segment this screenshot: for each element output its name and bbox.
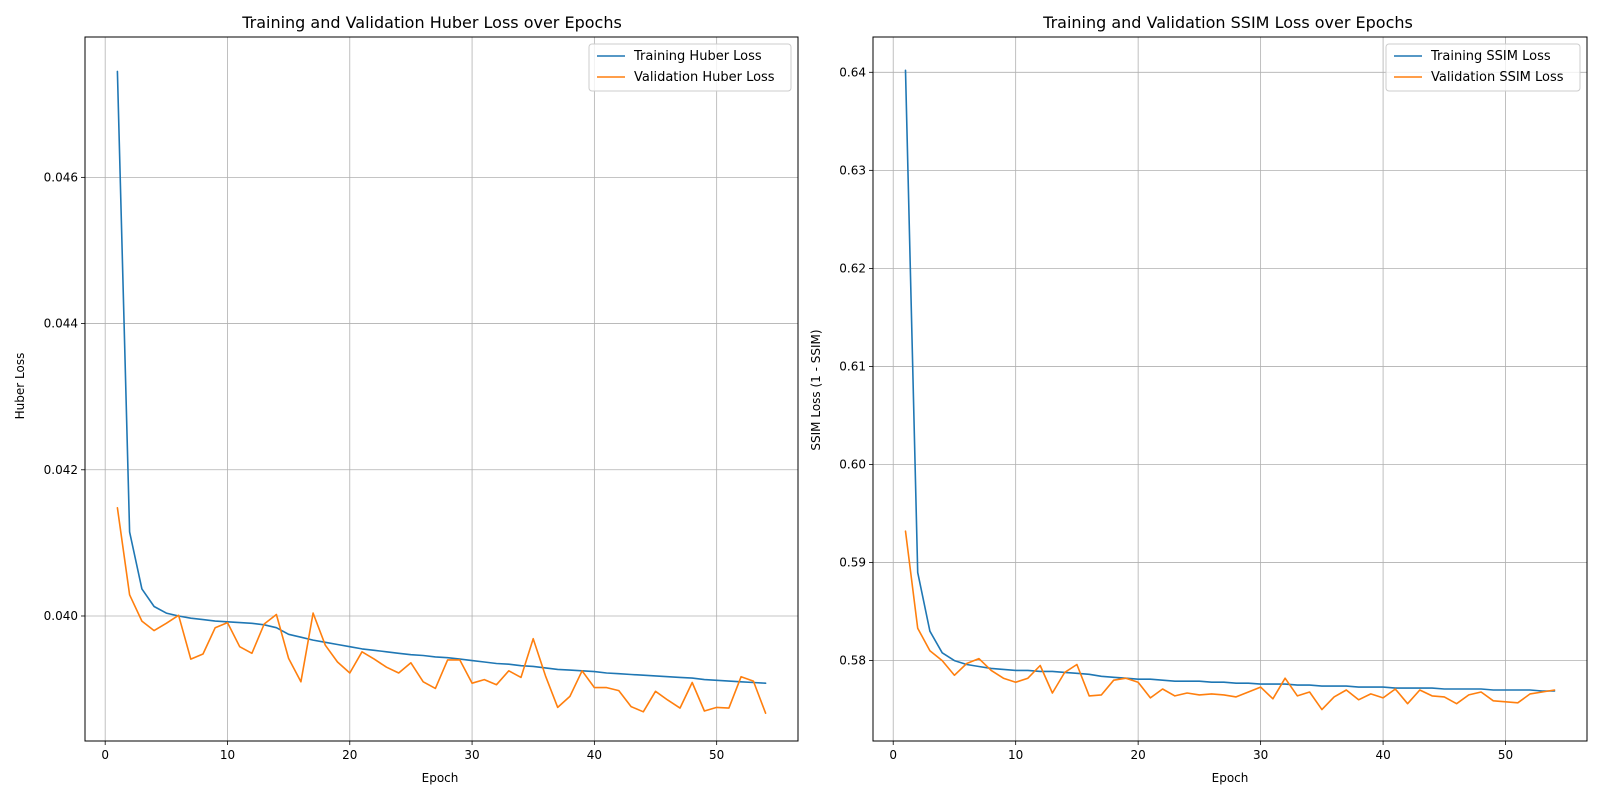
legend: Training Huber Loss Validation Huber Los… bbox=[588, 43, 792, 92]
validation-loss-line bbox=[904, 530, 1556, 711]
y-tick-label: 0.64 bbox=[839, 65, 866, 79]
legend-label-validation: Validation Huber Loss bbox=[634, 70, 775, 85]
x-tick-label: 40 bbox=[587, 748, 602, 762]
legend-label-training: Training Huber Loss bbox=[633, 49, 762, 64]
training-loss-line bbox=[116, 70, 767, 685]
x-tick-label: 30 bbox=[1253, 748, 1268, 762]
x-tick-label: 40 bbox=[1375, 748, 1390, 762]
validation-loss-line bbox=[116, 506, 767, 715]
training-loss-line bbox=[904, 69, 1556, 692]
grid bbox=[85, 37, 798, 741]
x-tick-label: 50 bbox=[1498, 748, 1513, 762]
y-tick-label: 0.044 bbox=[44, 317, 78, 331]
legend: Training SSIM Loss Validation SSIM Loss bbox=[1385, 43, 1581, 92]
series-layer bbox=[116, 70, 767, 715]
legend-label-validation: Validation SSIM Loss bbox=[1431, 70, 1564, 85]
grid bbox=[873, 37, 1587, 741]
chart-title: Training and Validation SSIM Loss over E… bbox=[1042, 13, 1413, 32]
y-tick-label: 0.040 bbox=[44, 609, 78, 623]
y-tick-label: 0.62 bbox=[839, 261, 866, 275]
huber-loss-chart: Training and Validation Huber Loss over … bbox=[13, 13, 799, 785]
x-tick-label: 0 bbox=[101, 748, 109, 762]
x-tick-label: 10 bbox=[220, 748, 235, 762]
legend-box bbox=[588, 43, 792, 92]
y-tick-label: 0.59 bbox=[839, 556, 866, 570]
x-tick-label: 20 bbox=[342, 748, 357, 762]
ssim-loss-chart: Training and Validation SSIM Loss over E… bbox=[809, 13, 1588, 785]
tick-layer: 0 10 20 30 40 50 0.58 0.59 0.60 0.61 0.62 0.63 0.64 bbox=[839, 65, 1513, 762]
x-tick-label: 50 bbox=[709, 748, 724, 762]
y-tick-label: 0.63 bbox=[839, 163, 866, 177]
x-tick-label: 0 bbox=[889, 748, 897, 762]
x-tick-label: 20 bbox=[1131, 748, 1146, 762]
legend-label-training: Training SSIM Loss bbox=[1430, 49, 1551, 64]
tick-layer: 0 10 20 30 40 50 0.040 0.042 0.044 0.046 bbox=[44, 170, 725, 762]
y-axis-label: SSIM Loss (1 - SSIM) bbox=[809, 329, 823, 450]
y-tick-label: 0.046 bbox=[44, 170, 78, 184]
x-axis-label: Epoch bbox=[1212, 771, 1249, 785]
plot-area-frame bbox=[84, 36, 799, 742]
y-tick-label: 0.60 bbox=[839, 457, 866, 471]
legend-box bbox=[1385, 43, 1581, 92]
x-axis-label: Epoch bbox=[422, 771, 459, 785]
y-axis-label: Huber Loss bbox=[13, 353, 27, 420]
series-layer bbox=[904, 69, 1556, 711]
y-tick-label: 0.042 bbox=[44, 463, 78, 477]
y-tick-label: 0.61 bbox=[839, 359, 866, 373]
plot-area-frame bbox=[872, 36, 1588, 742]
chart-title: Training and Validation Huber Loss over … bbox=[241, 13, 622, 32]
x-tick-label: 30 bbox=[464, 748, 479, 762]
x-tick-label: 10 bbox=[1008, 748, 1023, 762]
y-tick-label: 0.58 bbox=[839, 654, 866, 668]
